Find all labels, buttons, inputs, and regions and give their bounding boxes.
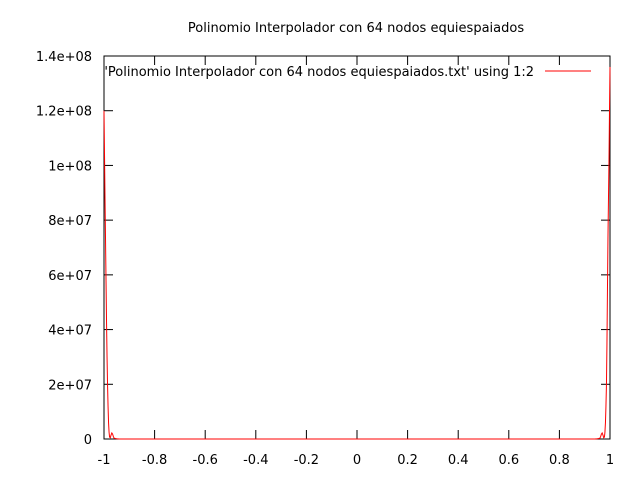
x-tick-label: -0.4 bbox=[243, 453, 268, 468]
y-tick-label: 6e+07 bbox=[48, 269, 92, 284]
legend: 'Polinomio Interpolador con 64 nodos equ… bbox=[104, 65, 591, 80]
series-line bbox=[103, 66, 611, 440]
x-tick-label: 0.4 bbox=[448, 453, 469, 468]
chart-title: Polinomio Interpolador con 64 nodos equi… bbox=[188, 21, 524, 36]
y-tick-label: 0 bbox=[84, 433, 92, 448]
plot-frame bbox=[103, 55, 611, 440]
x-ticks: -1 -0.8 -0.6 -0.4 -0.2 0 0.2 0.4 0.6 0.8 1 bbox=[98, 56, 614, 468]
x-tick-label: 1 bbox=[606, 453, 614, 468]
y-tick-label: 1.2e+08 bbox=[36, 105, 92, 120]
x-tick-label: -0.2 bbox=[294, 453, 319, 468]
y-ticks: 0 2e+07 4e+07 6e+07 8e+07 1e+08 1.2e+08 1.4e+08 bbox=[36, 50, 610, 448]
series-layer bbox=[103, 66, 611, 440]
y-tick-label: 2e+07 bbox=[48, 378, 92, 393]
x-tick-label: 0.8 bbox=[549, 453, 570, 468]
y-tick-label: 4e+07 bbox=[48, 324, 92, 339]
x-tick-label: -1 bbox=[98, 453, 111, 468]
x-tick-label: 0.2 bbox=[397, 453, 418, 468]
x-tick-label: 0.6 bbox=[498, 453, 519, 468]
legend-label: 'Polinomio Interpolador con 64 nodos equ… bbox=[104, 65, 534, 80]
x-tick-label: -0.8 bbox=[142, 453, 167, 468]
y-tick-label: 1.4e+08 bbox=[36, 50, 92, 65]
y-tick-label: 8e+07 bbox=[48, 214, 92, 229]
x-tick-label: -0.6 bbox=[193, 453, 218, 468]
x-tick-label: 0 bbox=[353, 453, 361, 468]
y-tick-label: 1e+08 bbox=[48, 159, 92, 174]
